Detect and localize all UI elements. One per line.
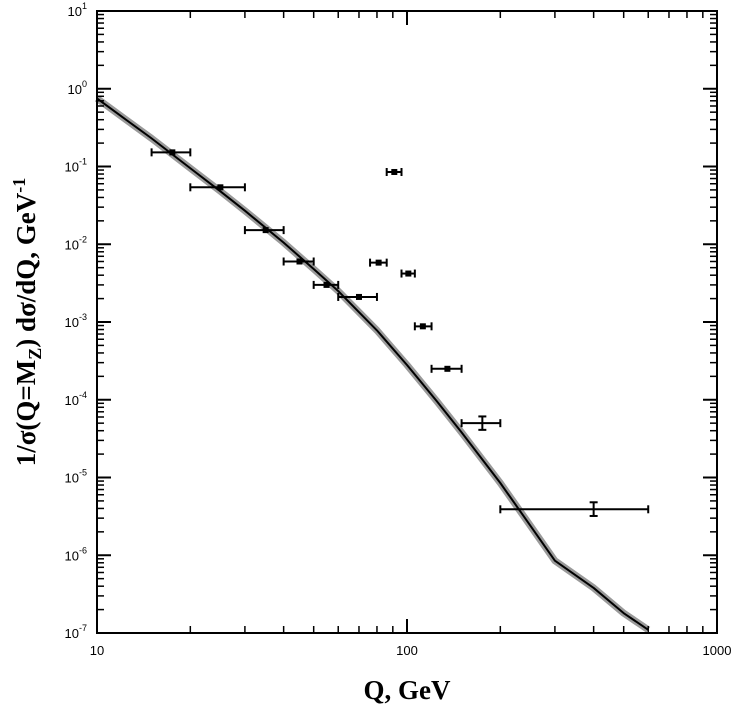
y-tick-label-exponent: -2	[79, 234, 87, 244]
y-axis-title-sub: Z	[25, 348, 45, 360]
data-point	[355, 293, 362, 300]
y-tick-label: 10-3	[65, 312, 87, 330]
y-tick-label-exponent: 0	[82, 79, 87, 89]
y-tick-label-exponent: -1	[79, 157, 87, 167]
y-tick-label-base: 10	[65, 471, 79, 486]
y-tick-label-exponent: -5	[79, 468, 87, 478]
y-tick-label-base: 10	[65, 548, 79, 563]
y-tick-label-exponent: -6	[79, 545, 87, 555]
data-point	[296, 258, 303, 265]
y-axis-title-prefix: 1/σ(Q=M	[11, 360, 41, 467]
y-tick-label: 10-7	[65, 623, 87, 641]
axis-ticks	[96, 10, 718, 634]
theory-band-layer	[94, 95, 651, 633]
data-point	[169, 149, 176, 156]
data-point	[262, 227, 269, 234]
y-tick-label: 10-4	[65, 390, 87, 408]
data-point	[217, 184, 224, 191]
plot-frame	[96, 10, 718, 634]
y-tick-label-base: 10	[65, 160, 79, 175]
y-tick-label-exponent: -3	[79, 312, 87, 322]
theory-curve	[96, 97, 649, 631]
theory-band	[94, 95, 651, 633]
y-tick-label: 100	[68, 79, 87, 97]
y-tick-label: 101	[68, 1, 87, 19]
y-tick-label-exponent: -7	[79, 623, 87, 633]
y-tick-label-base: 10	[68, 4, 82, 19]
data-points	[150, 148, 650, 517]
y-tick-label-base: 10	[65, 393, 79, 408]
x-tick-label: 100	[396, 643, 418, 658]
data-point	[444, 365, 451, 372]
y-axis-title-sup: -1	[9, 178, 29, 193]
y-tick-label-base: 10	[65, 315, 79, 330]
x-axis-title: Q, GeV	[364, 675, 451, 705]
y-tick-label: 10-6	[65, 545, 87, 563]
data-point	[405, 270, 412, 277]
y-tick-label-exponent: 1	[82, 1, 87, 11]
data-point	[391, 168, 398, 175]
y-tick-label-base: 10	[65, 626, 79, 641]
y-tick-label-base: 10	[68, 82, 82, 97]
x-tick-label: 10	[90, 643, 104, 658]
data-point	[419, 323, 426, 330]
y-axis-title: 1/σ(Q=MZ) dσ/dQ, GeV-1	[9, 178, 45, 467]
y-axis-title-middle: ) dσ/dQ, GeV	[11, 192, 41, 347]
y-tick-label: 10-2	[65, 234, 87, 252]
y-tick-label-base: 10	[65, 237, 79, 252]
y-tick-label: 10-1	[65, 157, 87, 175]
y-tick-label-exponent: -4	[79, 390, 87, 400]
y-tick-label: 10-5	[65, 468, 87, 486]
data-point	[375, 259, 382, 266]
data-point	[323, 281, 330, 288]
x-tick-label: 1000	[703, 643, 732, 658]
axes	[96, 10, 718, 634]
